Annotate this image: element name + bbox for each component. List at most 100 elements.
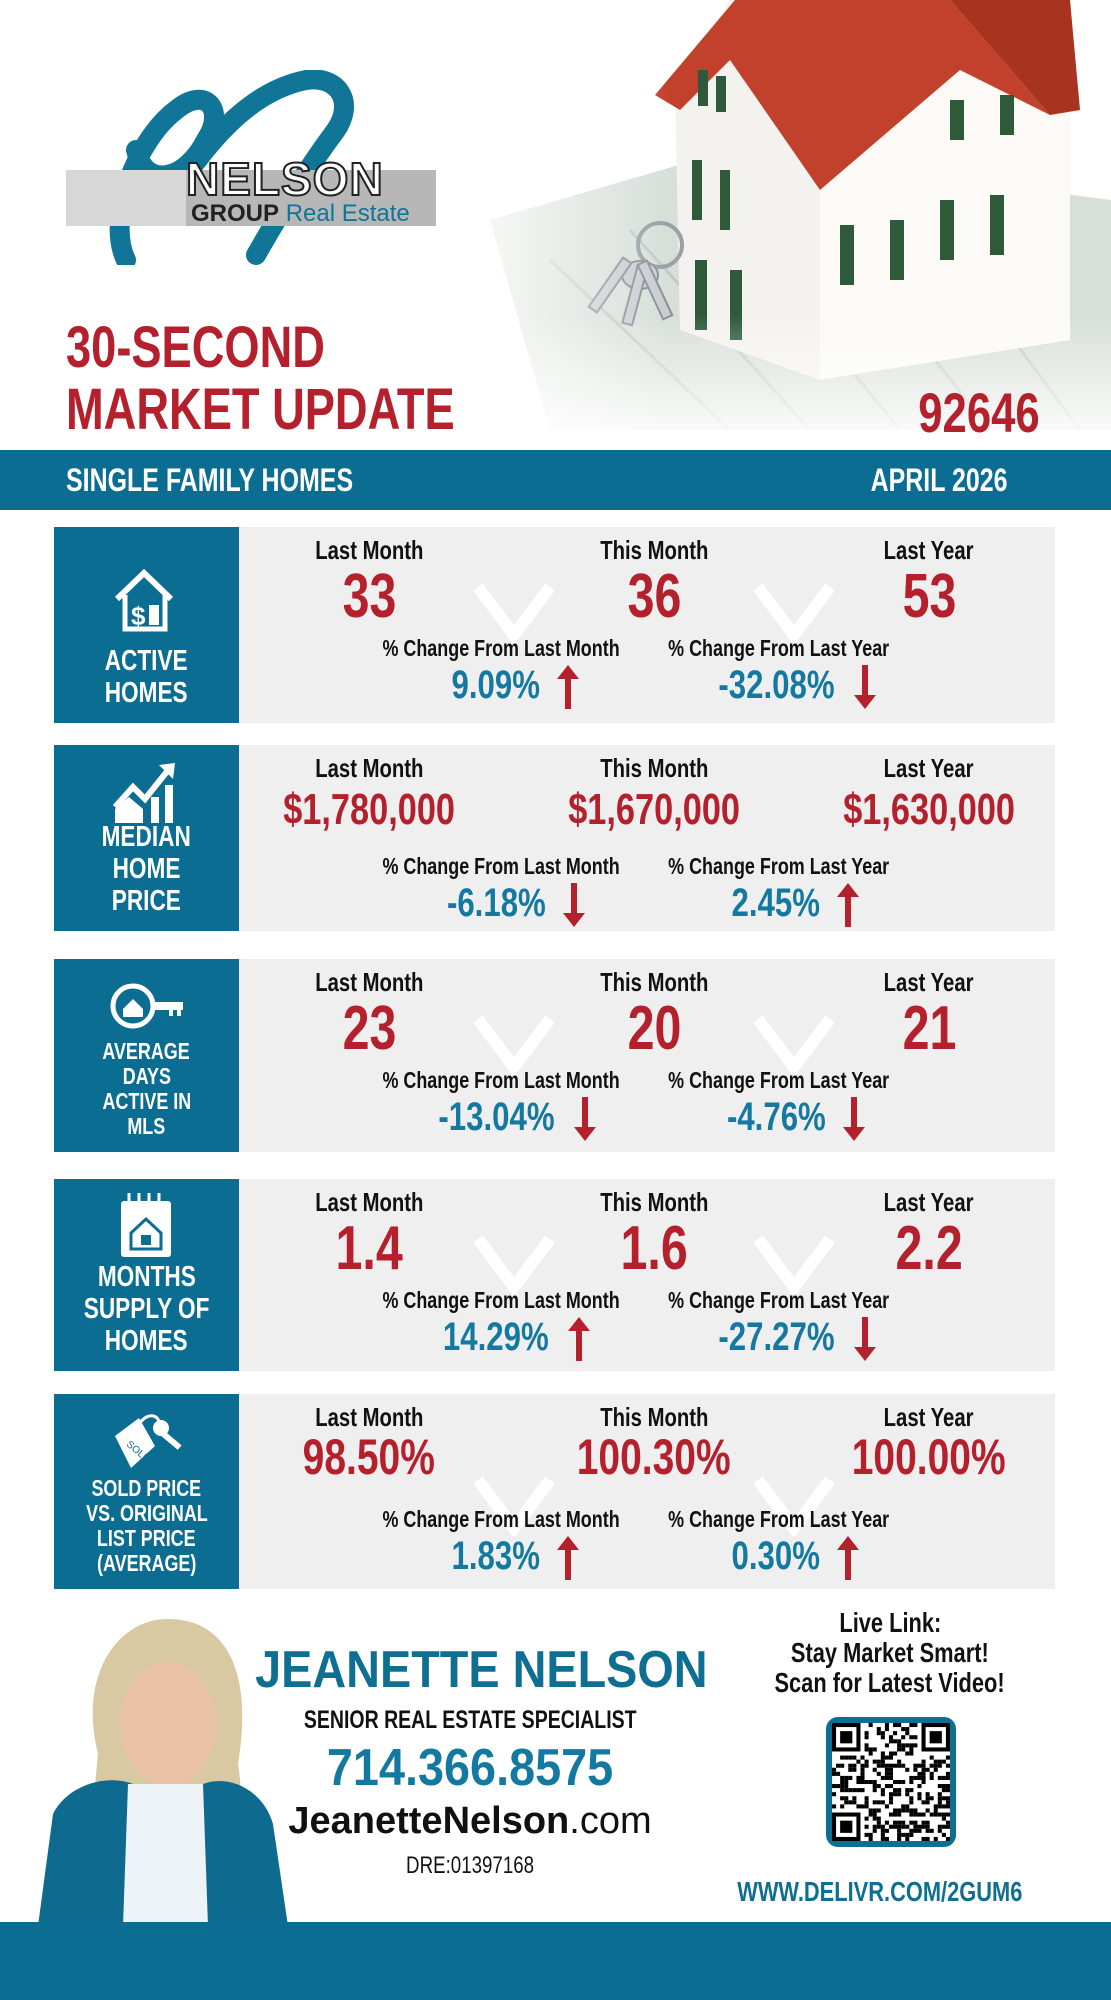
column-header-this-month: This Month xyxy=(599,753,709,783)
change-from-last-month-value: 1.83% xyxy=(359,1534,659,1581)
metric-card-active-homes: $ ACTIVE HOMES Last Month 33 This Month 36 Last… xyxy=(54,527,1055,723)
metric-label-line: HOME xyxy=(112,853,181,885)
change-from-last-year-value: 0.30% xyxy=(639,1534,939,1581)
change-from-last-month-label: % Change From Last Month xyxy=(382,1067,620,1093)
metric-label-line: SOLD PRICE xyxy=(91,1475,202,1501)
metric-label-panel: MONTHS SUPPLY OF HOMES xyxy=(54,1179,239,1371)
metric-label-line: HOMES xyxy=(105,677,188,709)
metric-card-sold-vs-list: SOLD SOLD PRICE VS. ORIGINAL LIST PRICE (AVE… xyxy=(54,1394,1055,1589)
agent-phone[interactable]: 714.366.8575 xyxy=(326,1739,614,1797)
metric-label-line: LIST PRICE xyxy=(97,1525,196,1551)
column-header-last-year: Last Year xyxy=(884,1402,974,1432)
arrow-down-icon xyxy=(854,1317,877,1362)
arrow-up-icon xyxy=(567,1317,590,1362)
qr-code[interactable] xyxy=(826,1717,956,1847)
column-header-last-month: Last Month xyxy=(314,1187,424,1217)
change-from-last-month-label: % Change From Last Month xyxy=(382,1506,620,1532)
column-header-this-month: This Month xyxy=(599,1187,709,1217)
metric-label-line: PRICE xyxy=(111,885,182,917)
logo-real-estate-text: Real Estate xyxy=(285,200,410,227)
title-line-2: MARKET UPDATE xyxy=(66,377,455,442)
property-category: SINGLE FAMILY HOMES xyxy=(66,462,354,498)
svg-text:$: $ xyxy=(131,601,146,631)
title-line-1: 30-SECOND xyxy=(66,315,325,380)
metric-values-panel: Last Month $1,780,000 This Month $1,670,000… xyxy=(239,745,1055,931)
metric-label-panel: SOLD SOLD PRICE VS. ORIGINAL LIST PRICE (AVE… xyxy=(54,1394,239,1589)
column-header-this-month: This Month xyxy=(599,535,709,565)
change-from-last-month-value: 9.09% xyxy=(359,663,659,710)
metric-label-panel: AVERAGE DAYS ACTIVE IN MLS xyxy=(54,959,239,1152)
arrow-down-icon xyxy=(854,665,877,710)
arrow-up-icon xyxy=(836,883,859,928)
change-from-last-year-label: % Change From Last Year xyxy=(668,1067,890,1093)
metric-label-panel: $ ACTIVE HOMES xyxy=(54,527,239,723)
metric-card-median-home-price: MEDIAN HOME PRICE Last Month $1,780,000 This … xyxy=(54,745,1055,931)
category-banner: SINGLE FAMILY HOMES APRIL 2026 xyxy=(0,450,1111,510)
chevron-down-icon xyxy=(474,1476,554,1536)
chevron-down-icon xyxy=(754,1015,834,1075)
chevron-down-icon xyxy=(474,583,554,643)
value-last-month: 33 xyxy=(342,562,396,631)
nelson-group-logo: NELSON GROUP Real Estate xyxy=(66,70,446,265)
metric-label-panel: MEDIAN HOME PRICE xyxy=(54,745,239,931)
metric-label-line: HOMES xyxy=(105,1325,188,1357)
script-n-monogram-icon xyxy=(66,70,436,265)
sold-tag-key-icon: SOLD xyxy=(114,1414,182,1468)
qr-code-pattern xyxy=(832,1723,950,1841)
change-from-last-month-value: -6.18% xyxy=(359,881,659,928)
live-link-url[interactable]: WWW.DELIVR.COM/2GUM6 xyxy=(737,1876,1023,1907)
column-header-last-year: Last Year xyxy=(884,1187,974,1217)
value-last-year: 2.2 xyxy=(895,1214,963,1283)
value-this-month: $1,670,000 xyxy=(568,785,740,834)
value-last-month: 1.4 xyxy=(335,1214,403,1283)
metric-label-line: MEDIAN xyxy=(101,821,192,853)
house-growth-chart-icon xyxy=(112,763,175,823)
arrow-up-icon xyxy=(556,1536,579,1581)
logo-name: NELSON xyxy=(185,152,384,206)
change-from-last-year-value: -27.27% xyxy=(639,1315,939,1362)
change-from-last-month-label: % Change From Last Month xyxy=(382,635,620,661)
value-last-month: 23 xyxy=(342,994,396,1063)
column-header-this-month: This Month xyxy=(599,967,709,997)
metric-card-months-supply: MONTHS SUPPLY OF HOMES Last Month 1.4 This Mo… xyxy=(54,1179,1055,1371)
metric-label-line: VS. ORIGINAL xyxy=(85,1500,208,1526)
metric-label-line: DAYS xyxy=(122,1063,171,1089)
value-last-year: 100.00% xyxy=(852,1429,1006,1485)
value-this-month: 100.30% xyxy=(577,1429,731,1485)
agent-photo xyxy=(38,1619,288,1926)
house-keys-hero-image xyxy=(430,0,1111,450)
change-from-last-year-value: 2.45% xyxy=(639,881,939,928)
value-last-year: 21 xyxy=(902,994,956,1063)
metric-label-line: (AVERAGE) xyxy=(96,1550,197,1576)
chevron-down-icon xyxy=(474,1235,554,1295)
change-from-last-month-label: % Change From Last Month xyxy=(382,853,620,879)
change-from-last-year-label: % Change From Last Year xyxy=(668,853,890,879)
column-header-last-year: Last Year xyxy=(884,967,974,997)
column-header-last-year: Last Year xyxy=(884,535,974,565)
live-link-caption: Live Link: Stay Market Smart! Scan for L… xyxy=(774,1607,1006,1698)
change-from-last-year-label: % Change From Last Year xyxy=(668,1506,890,1532)
change-from-last-year-value: -32.08% xyxy=(639,663,939,710)
chevron-down-icon xyxy=(754,1476,834,1536)
value-last-year: $1,630,000 xyxy=(843,785,1015,834)
chevron-down-icon xyxy=(754,583,834,643)
footer-bar xyxy=(0,1922,1111,2000)
change-from-last-month-label: % Change From Last Month xyxy=(382,1287,620,1313)
metric-values-panel: Last Month 1.4 This Month 1.6 Last Year 2.2% … xyxy=(239,1179,1055,1371)
metric-label-line: AVERAGE xyxy=(102,1038,191,1064)
agent-website[interactable]: JeanetteNelson.com xyxy=(288,1800,652,1842)
metric-values-panel: Last Month 23 This Month 20 Last Year 21 % Cha… xyxy=(239,959,1055,1152)
value-this-month: 36 xyxy=(627,562,681,631)
house-dollar-icon: $ xyxy=(114,568,173,632)
agent-license: DRE:01397168 xyxy=(405,1852,535,1879)
arrow-down-icon xyxy=(563,883,586,928)
report-period: APRIL 2026 xyxy=(870,462,1007,498)
column-header-last-month: Last Month xyxy=(314,753,424,783)
change-from-last-month-value: 14.29% xyxy=(359,1315,659,1362)
change-from-last-year-label: % Change From Last Year xyxy=(668,1287,890,1313)
arrow-down-icon xyxy=(843,1097,866,1142)
value-this-month: 1.6 xyxy=(620,1214,688,1283)
metric-label-line: SUPPLY OF xyxy=(83,1293,210,1325)
value-this-month: 20 xyxy=(627,994,681,1063)
value-last-month: $1,780,000 xyxy=(283,785,455,834)
